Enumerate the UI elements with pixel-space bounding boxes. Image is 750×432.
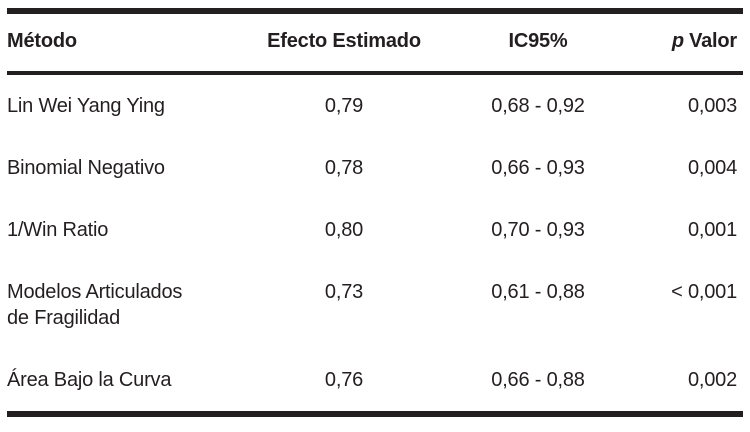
cell-metodo: 1/Win Ratio [7,219,109,241]
cell-ic95: 0,66 - 0,93 [491,157,585,179]
cell-p-valor: 0,003 [687,95,737,117]
table-header: Método Efecto Estimado IC95% p Valor [7,11,743,75]
column-header-metodo: Método [7,11,247,75]
cell-p-valor: < 0,001 [671,281,737,303]
header-row: Método Efecto Estimado IC95% p Valor [7,11,743,75]
column-header-ic95: IC95% [441,11,635,75]
cell-efecto-estimado: 0,79 [324,95,364,117]
cell-metodo: Lin Wei Yang Ying [7,95,165,117]
cell-ic95: 0,70 - 0,93 [491,219,585,241]
cell-efecto-estimado: 0,76 [324,369,364,391]
cell-p-valor: 0,001 [687,219,737,241]
p-valor-label: Valor [689,30,737,52]
results-table-container: Método Efecto Estimado IC95% p Valor Lin … [7,8,743,417]
cell-metodo: Binomial Negativo [7,157,165,179]
cell-metodo: Área Bajo la Curva [7,369,172,391]
p-valor-italic-p: p [671,30,684,52]
cell-efecto-estimado: 0,80 [324,219,364,241]
table-body: Lin Wei Yang Ying 0,79 0,68 - 0,92 0,003… [7,73,743,414]
cell-p-valor: 0,004 [687,157,737,179]
table-row: 1/Win Ratio 0,80 0,70 - 0,93 0,001 [7,199,743,261]
table-row: Lin Wei Yang Ying 0,79 0,68 - 0,92 0,003 [7,73,743,137]
cell-metodo: Modelos Articulados de Fragilidad [7,281,183,329]
table-row: Binomial Negativo 0,78 0,66 - 0,93 0,004 [7,137,743,199]
table-row: Área Bajo la Curva 0,76 0,66 - 0,88 0,00… [7,349,743,414]
cell-ic95: 0,61 - 0,88 [491,281,585,303]
cell-ic95: 0,68 - 0,92 [491,95,585,117]
cell-ic95: 0,66 - 0,88 [491,369,585,391]
column-header-p-valor: p Valor [635,11,743,75]
cell-efecto-estimado: 0,73 [324,281,364,303]
table-row: Modelos Articulados de Fragilidad 0,73 0… [7,261,743,349]
column-header-efecto-estimado: Efecto Estimado [247,11,441,75]
cell-efecto-estimado: 0,78 [324,157,364,179]
results-table: Método Efecto Estimado IC95% p Valor Lin … [7,8,743,417]
cell-p-valor: 0,002 [687,369,737,391]
